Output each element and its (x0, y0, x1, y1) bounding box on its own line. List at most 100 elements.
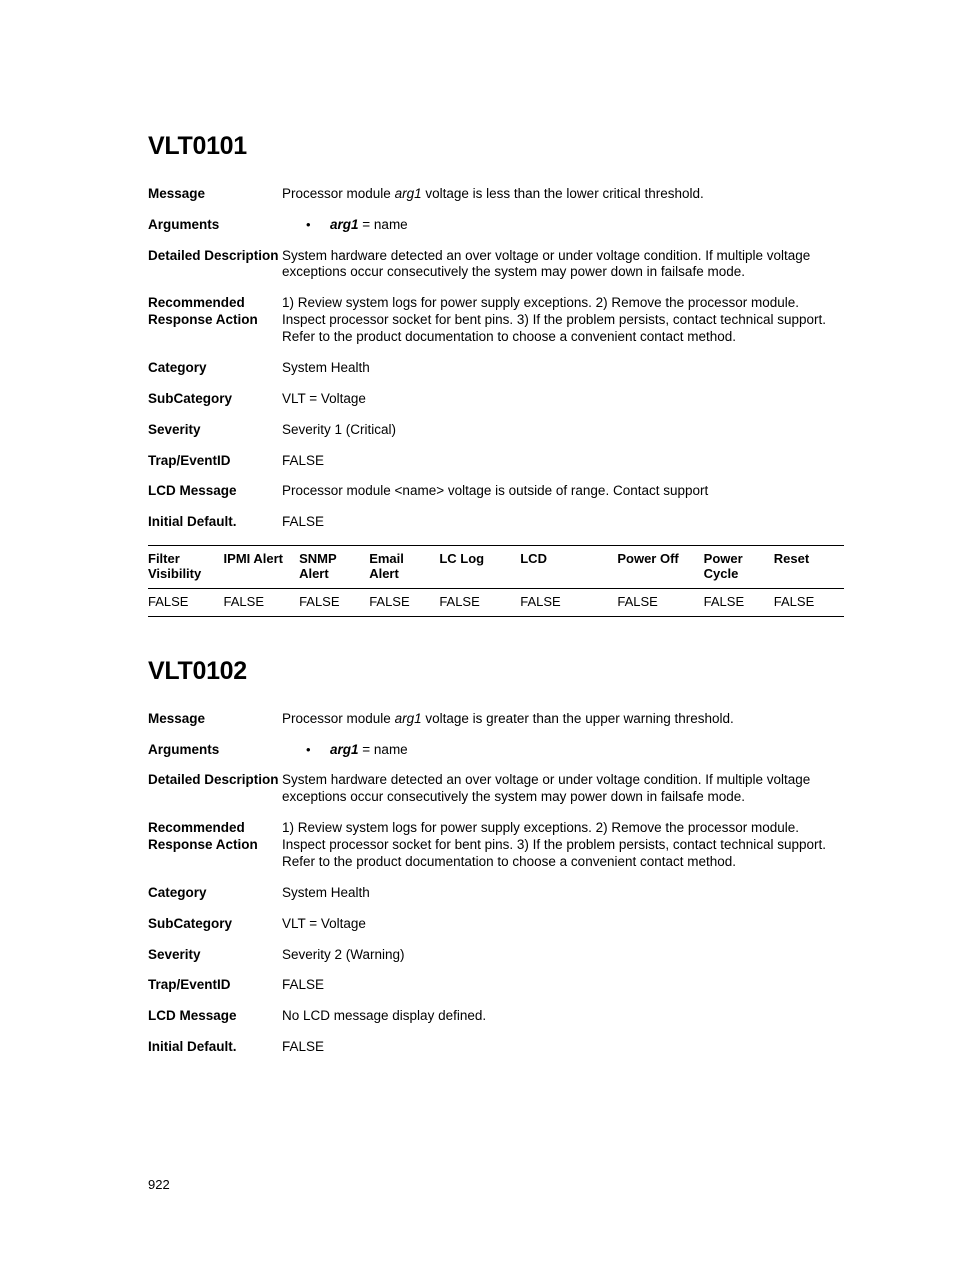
def-value: Processor module arg1 voltage is greater… (282, 711, 844, 728)
def-value: FALSE (282, 514, 844, 531)
table-header-cell: SNMP Alert (299, 546, 369, 588)
table-header-cell: Reset (774, 546, 844, 588)
table-cell: FALSE (774, 589, 844, 616)
table-header-cell: IPMI Alert (224, 546, 300, 588)
section-heading: VLT0101 (148, 130, 844, 164)
def-row: Initial Default. FALSE (148, 1039, 844, 1056)
def-value: VLT = Voltage (282, 391, 844, 408)
table-header-cell: LCD (520, 546, 617, 588)
def-value: 1) Review system logs for power supply e… (282, 820, 844, 871)
def-label: Trap/EventID (148, 977, 282, 994)
def-label: Arguments (148, 742, 282, 759)
table-header-cell: LC Log (439, 546, 520, 588)
arg-eq: = (359, 217, 374, 232)
table-cell: FALSE (224, 589, 300, 616)
table-cell: FALSE (148, 589, 224, 616)
def-value: VLT = Voltage (282, 916, 844, 933)
def-value: Severity 1 (Critical) (282, 422, 844, 439)
msg-suffix: voltage is greater than the upper warnin… (425, 711, 733, 726)
def-row: Arguments • arg1 = name (148, 742, 844, 759)
def-value: • arg1 = name (282, 742, 844, 759)
def-label: Initial Default. (148, 514, 282, 531)
table-cell: FALSE (369, 589, 439, 616)
def-row: Initial Default. FALSE (148, 514, 844, 531)
page: VLT0101 Message Processor module arg1 vo… (0, 0, 954, 1268)
def-value: FALSE (282, 977, 844, 994)
def-label: LCD Message (148, 483, 282, 500)
def-row: SubCategory VLT = Voltage (148, 391, 844, 408)
def-value: System Health (282, 885, 844, 902)
def-row: Trap/EventID FALSE (148, 453, 844, 470)
arg-line: • arg1 = name (282, 742, 844, 759)
msg-arg: arg1 (395, 186, 426, 201)
def-label: Category (148, 885, 282, 902)
page-number: 922 (148, 1176, 170, 1194)
bullet-icon: • (306, 217, 330, 233)
msg-suffix: voltage is less than the lower critical … (425, 186, 703, 201)
msg-prefix: Processor module (282, 186, 395, 201)
def-row: LCD Message No LCD message display defin… (148, 1008, 844, 1025)
table-header-cell: Filter Visibility (148, 546, 224, 588)
def-row: Message Processor module arg1 voltage is… (148, 711, 844, 728)
def-label: SubCategory (148, 391, 282, 408)
def-label: SubCategory (148, 916, 282, 933)
def-label: Severity (148, 422, 282, 439)
def-label: Detailed Description (148, 772, 282, 789)
def-row: LCD Message Processor module <name> volt… (148, 483, 844, 500)
table-cell: FALSE (704, 589, 774, 616)
def-label: Message (148, 711, 282, 728)
def-row: Message Processor module arg1 voltage is… (148, 186, 844, 203)
section-heading: VLT0102 (148, 655, 844, 689)
def-value: No LCD message display defined. (282, 1008, 844, 1025)
table-header-cell: Power Off (617, 546, 703, 588)
table-row: FALSEFALSEFALSEFALSEFALSEFALSEFALSEFALSE… (148, 589, 844, 616)
def-value: Severity 2 (Warning) (282, 947, 844, 964)
msg-arg: arg1 (395, 711, 426, 726)
def-label: Detailed Description (148, 248, 282, 265)
def-row: Detailed Description System hardware det… (148, 248, 844, 282)
msg-prefix: Processor module (282, 711, 395, 726)
def-value: • arg1 = name (282, 217, 844, 234)
def-row: Severity Severity 2 (Warning) (148, 947, 844, 964)
def-value: System Health (282, 360, 844, 377)
arg-line: • arg1 = name (282, 217, 844, 234)
def-label: Recommended Response Action (148, 295, 282, 329)
def-label: Trap/EventID (148, 453, 282, 470)
bullet-icon: • (306, 742, 330, 758)
table-cell: FALSE (520, 589, 617, 616)
def-label: Severity (148, 947, 282, 964)
arg-name: arg1 (330, 742, 359, 757)
def-label: Message (148, 186, 282, 203)
def-value: FALSE (282, 1039, 844, 1056)
table-cell: FALSE (617, 589, 703, 616)
table-head: Filter VisibilityIPMI AlertSNMP AlertEma… (148, 546, 844, 589)
def-label: Recommended Response Action (148, 820, 282, 854)
def-row: Trap/EventID FALSE (148, 977, 844, 994)
def-value: Processor module <name> voltage is outsi… (282, 483, 844, 500)
def-row: SubCategory VLT = Voltage (148, 916, 844, 933)
def-label: LCD Message (148, 1008, 282, 1025)
def-value: Processor module arg1 voltage is less th… (282, 186, 844, 203)
def-label: Category (148, 360, 282, 377)
def-row: Recommended Response Action 1) Review sy… (148, 295, 844, 346)
def-row: Arguments • arg1 = name (148, 217, 844, 234)
table: Filter VisibilityIPMI AlertSNMP AlertEma… (148, 545, 844, 617)
table-cell: FALSE (299, 589, 369, 616)
arg-val: name (374, 217, 408, 232)
arg-name: arg1 (330, 217, 359, 232)
arg-eq: = (359, 742, 374, 757)
def-row: Recommended Response Action 1) Review sy… (148, 820, 844, 871)
def-label: Arguments (148, 217, 282, 234)
table-header-cell: Power Cycle (704, 546, 774, 588)
def-value: System hardware detected an over voltage… (282, 772, 844, 806)
def-row: Severity Severity 1 (Critical) (148, 422, 844, 439)
def-label: Initial Default. (148, 1039, 282, 1056)
table-cell: FALSE (439, 589, 520, 616)
table-header-cell: Email Alert (369, 546, 439, 588)
def-value: 1) Review system logs for power supply e… (282, 295, 844, 346)
def-value: FALSE (282, 453, 844, 470)
def-row: Detailed Description System hardware det… (148, 772, 844, 806)
def-value: System hardware detected an over voltage… (282, 248, 844, 282)
arg-val: name (374, 742, 408, 757)
def-row: Category System Health (148, 360, 844, 377)
